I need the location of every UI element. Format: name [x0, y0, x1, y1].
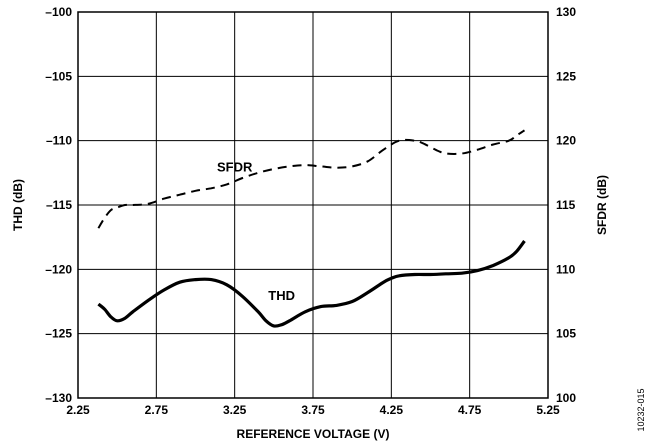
y-right-tick-label: 130 — [556, 5, 576, 19]
x-tick-label: 2.25 — [66, 403, 90, 417]
y-right-tick-label: 105 — [556, 327, 576, 341]
y-right-tick-label: 100 — [556, 391, 576, 405]
y-left-tick-label: –120 — [45, 262, 72, 276]
y-left-axis-title: THD (dB) — [11, 179, 25, 231]
x-tick-label: 4.75 — [458, 403, 482, 417]
y-right-tick-label: 115 — [556, 198, 576, 212]
grid — [78, 12, 548, 398]
x-axis-title: REFERENCE VOLTAGE (V) — [237, 427, 390, 441]
y-left-tick-label: –130 — [45, 391, 72, 405]
y-left-tick-label: –105 — [45, 69, 72, 83]
x-tick-label: 3.25 — [223, 403, 247, 417]
series-line-thd — [97, 240, 526, 328]
x-tick-label: 2.75 — [145, 403, 169, 417]
figure-id: 10232-015 — [636, 388, 646, 431]
y-left-tick-label: –100 — [45, 5, 72, 19]
y-left-tick-label: –115 — [46, 198, 72, 212]
series-layer: THD SFDR — [97, 129, 526, 328]
tick-labels: 2.25 2.75 3.25 3.75 4.25 4.75 5.25 –100 –105 –110… — [45, 5, 576, 417]
x-tick-label: 5.25 — [536, 403, 560, 417]
plot-frame — [77, 11, 549, 399]
x-tick-label: 3.75 — [301, 403, 325, 417]
x-tick-label: 4.25 — [380, 403, 404, 417]
y-right-axis-title: SFDR (dB) — [595, 175, 609, 235]
series-label-sfdr: SFDR — [217, 160, 253, 175]
series-label-thd: THD — [268, 288, 295, 303]
y-right-tick-label: 110 — [556, 262, 576, 276]
y-left-tick-label: –110 — [46, 134, 72, 148]
y-right-tick-label: 120 — [556, 134, 576, 148]
y-left-tick-label: –125 — [45, 327, 72, 341]
series-line-sfdr — [97, 129, 526, 229]
y-right-tick-label: 125 — [556, 69, 576, 83]
